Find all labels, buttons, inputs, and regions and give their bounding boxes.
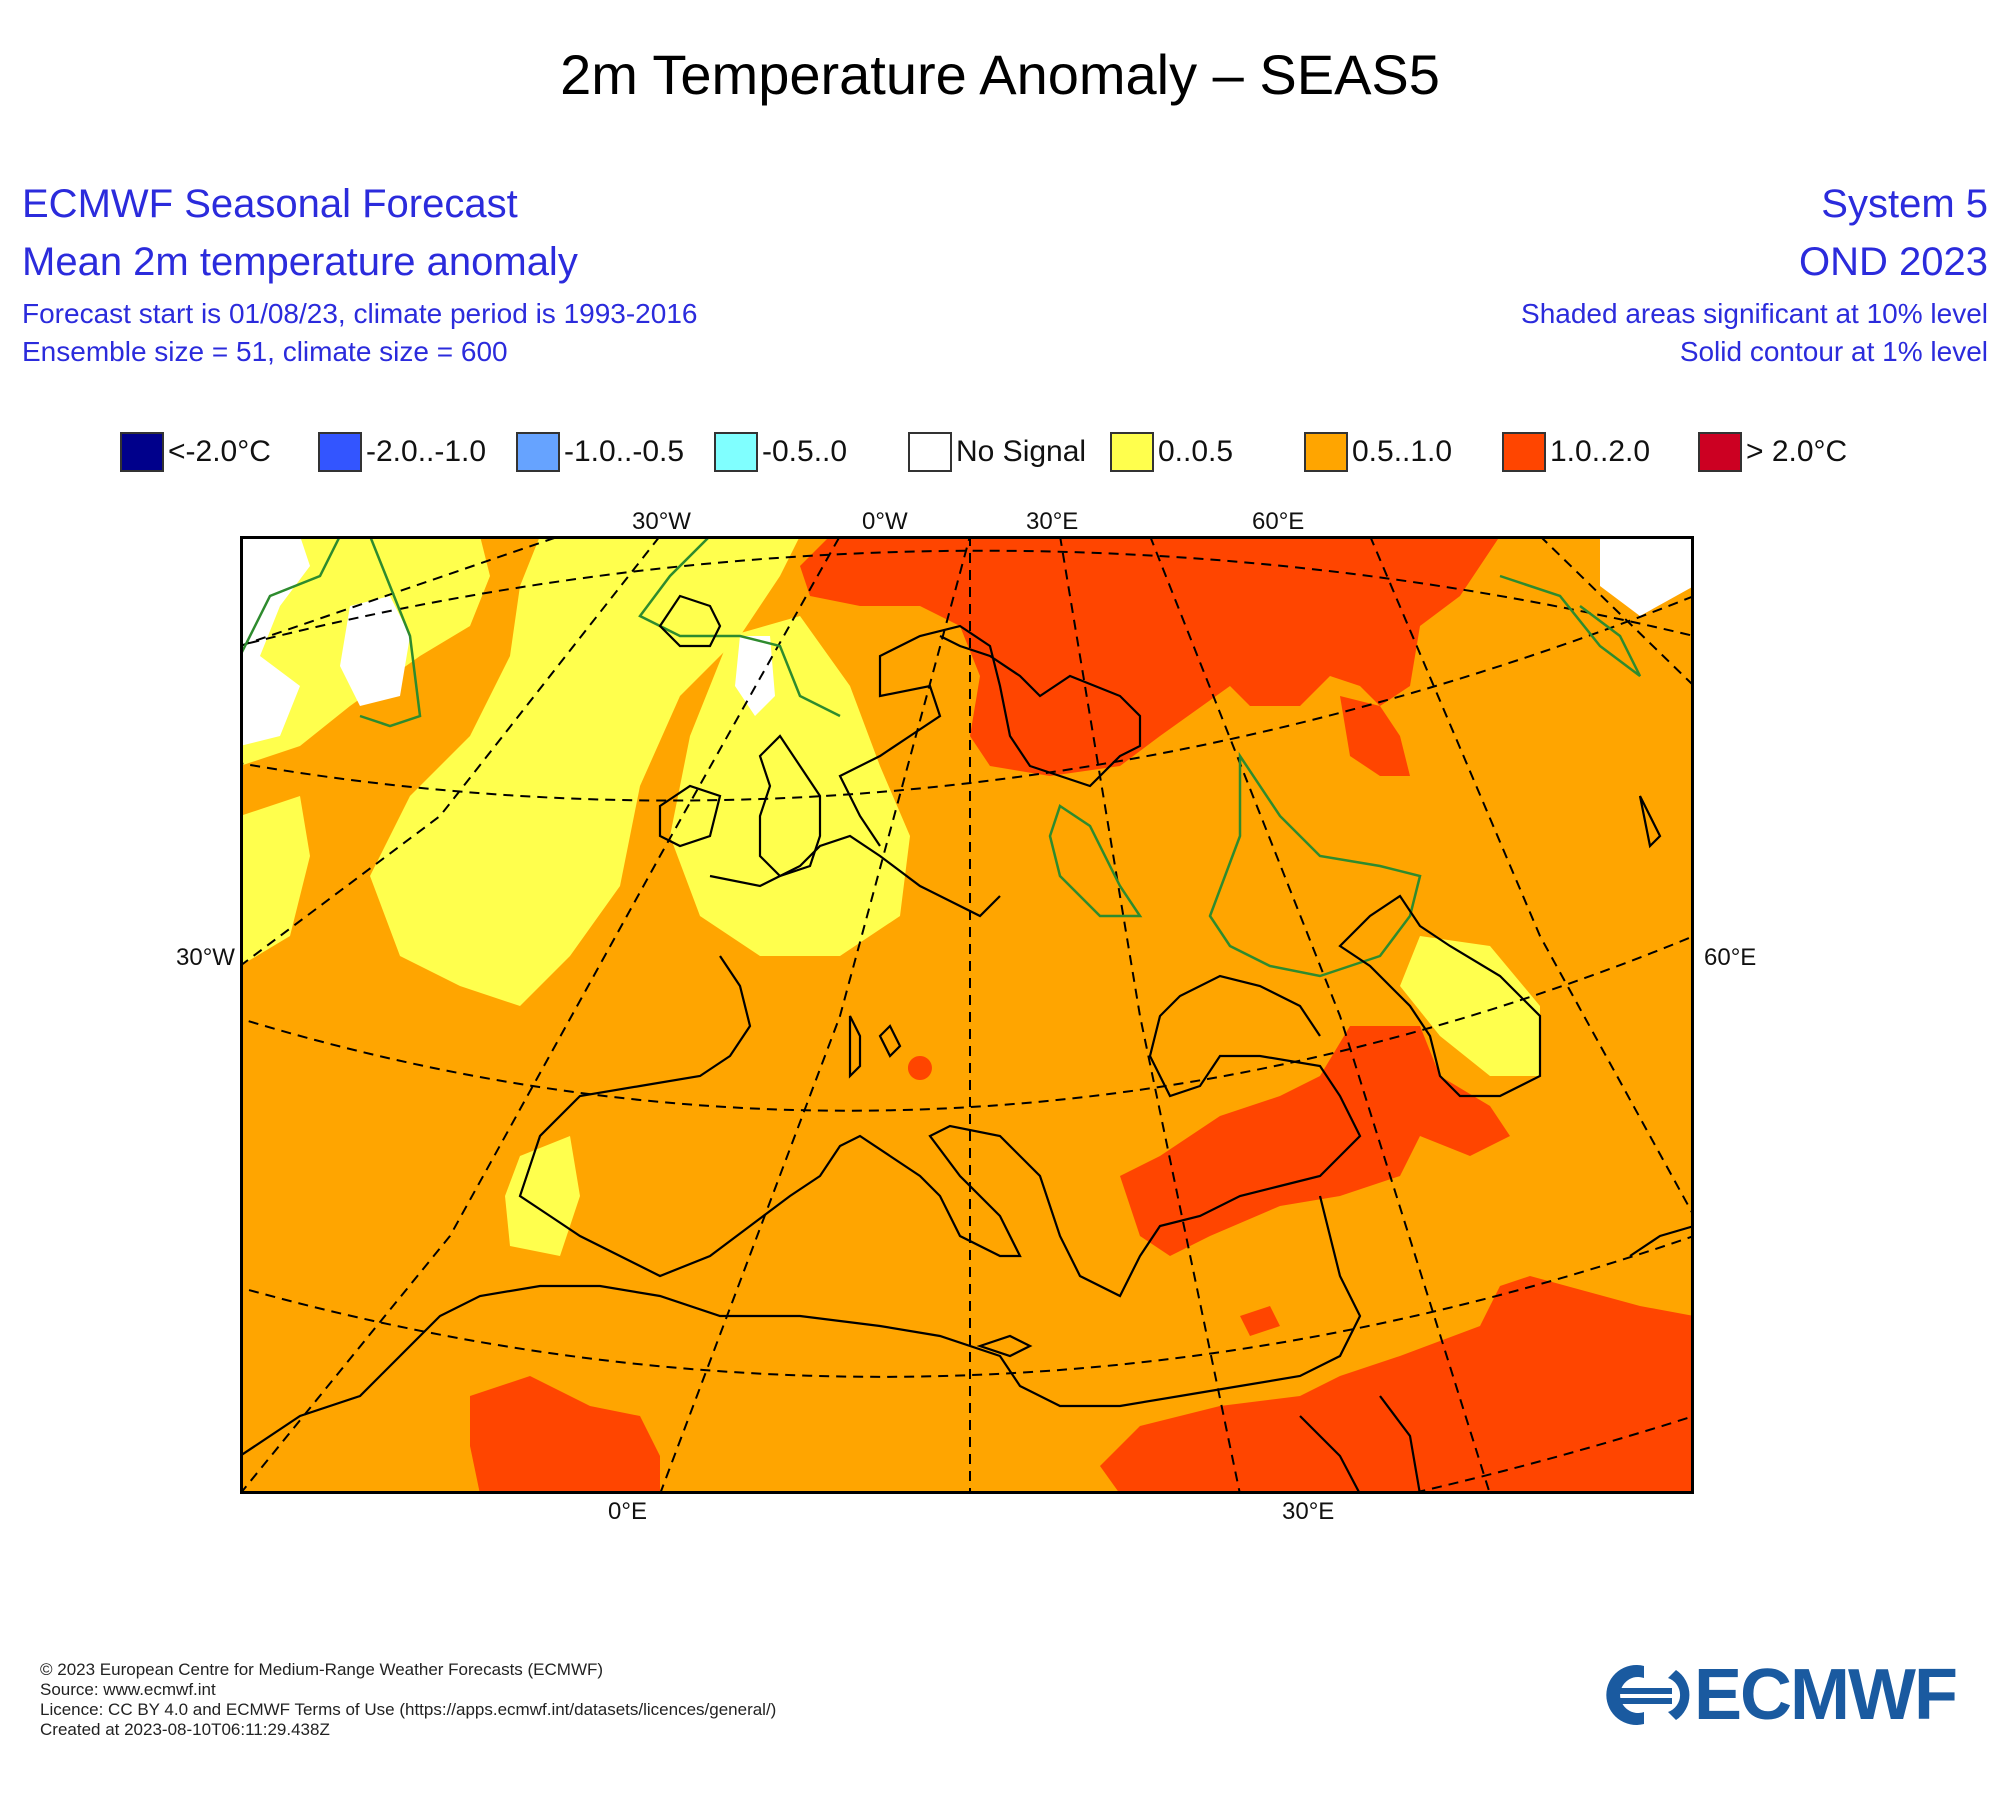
anomaly-map: [240, 536, 1694, 1494]
ecmwf-logo: ECMWF: [1596, 1655, 1976, 1735]
legend-label: -0.5..0: [762, 435, 848, 468]
ecmwf-logo-text: ECMWF: [1694, 1655, 1958, 1735]
header-contour-note: Solid contour at 1% level: [1679, 336, 1988, 367]
color-legend: <-2.0°C -2.0..-1.0 -1.0..-0.5 -0.5..0 No…: [120, 430, 1880, 480]
anomaly-mild-region: [1400, 936, 1540, 1076]
anomaly-nosignal-region: [1600, 536, 1694, 616]
tick-top-30e: 30°E: [1026, 508, 1079, 535]
legend-swatch: [1304, 432, 1348, 472]
header-variable: Mean 2m temperature anomaly: [22, 240, 578, 284]
anomaly-nosignal-region: [735, 636, 775, 716]
anomaly-mild-region: [505, 1136, 580, 1256]
anomaly-mild-region: [670, 616, 910, 956]
header-forecast-start: Forecast start is 01/08/23, climate peri…: [22, 298, 698, 329]
anomaly-warm-region: [1120, 1026, 1510, 1256]
significance-contours: [240, 536, 1642, 978]
legend-item: <-2.0°C: [120, 430, 271, 474]
legend-label: 1.0..2.0: [1550, 435, 1651, 468]
graticule: [240, 536, 1694, 1494]
legend-item: No Signal: [908, 430, 1086, 474]
legend-item: -0.5..0: [714, 430, 847, 474]
anomaly-warm-region: [1100, 1276, 1694, 1494]
footer-licence: Licence: CC BY 4.0 and ECMWF Terms of Us…: [40, 1700, 777, 1719]
legend-item: 0.5..1.0: [1304, 430, 1452, 474]
ecmwf-logo-icon: [1606, 1665, 1690, 1725]
legend-label: No Signal: [956, 435, 1087, 468]
footer-created: Created at 2023-08-10T06:11:29.438Z: [40, 1720, 330, 1739]
anomaly-warm-region: [1240, 1306, 1280, 1336]
legend-item: -1.0..-0.5: [516, 430, 684, 474]
legend-label: 0..0.5: [1158, 435, 1234, 468]
anomaly-warm-region: [470, 1376, 660, 1494]
legend-item: 0..0.5: [1110, 430, 1233, 474]
header-forecast-name: ECMWF Seasonal Forecast: [22, 182, 518, 226]
legend-label: -1.0..-0.5: [564, 435, 685, 468]
logo-mark: [1606, 1665, 1690, 1725]
header-significance: Shaded areas significant at 10% level: [1521, 298, 1988, 329]
tick-top-0w: 0°W: [862, 508, 908, 535]
legend-item: 1.0..2.0: [1502, 430, 1650, 474]
legend-label: <-2.0°C: [168, 435, 271, 468]
anomaly-nosignal-region: [240, 536, 310, 746]
legend-swatch: [318, 432, 362, 472]
header-system: System 5: [1821, 182, 1988, 226]
coastlines: [240, 594, 1694, 1494]
legend-label: > 2.0°C: [1746, 435, 1848, 468]
header-ensemble-size: Ensemble size = 51, climate size = 600: [22, 336, 508, 367]
anomaly-nosignal-region: [340, 596, 410, 706]
header-period: OND 2023: [1799, 240, 1988, 284]
tick-top-30w: 30°W: [632, 508, 691, 535]
tick-top-60e: 60°E: [1252, 508, 1305, 535]
legend-item: -2.0..-1.0: [318, 430, 486, 474]
legend-label: -2.0..-1.0: [366, 435, 487, 468]
legend-swatch: [908, 432, 952, 472]
footer-copyright: © 2023 European Centre for Medium-Range …: [40, 1660, 604, 1679]
page-title: 2m Temperature Anomaly – SEAS5: [560, 43, 1440, 106]
tick-bottom-30e: 30°E: [1282, 1498, 1335, 1525]
tick-left-30w: 30°W: [176, 944, 235, 971]
legend-swatch: [516, 432, 560, 472]
tick-bottom-0e: 0°E: [608, 1498, 647, 1525]
map-frame: [240, 536, 1694, 1494]
anomaly-warm-region: [907, 1056, 932, 1080]
legend-swatch: [1502, 432, 1546, 472]
legend-swatch: [1110, 432, 1154, 472]
footer-source: Source: www.ecmwf.int: [40, 1680, 216, 1699]
anomaly-mild-region: [370, 536, 800, 1006]
legend-item: > 2.0°C: [1698, 430, 1847, 474]
legend-swatch: [1698, 432, 1742, 472]
legend-label: 0.5..1.0: [1352, 435, 1453, 468]
anomaly-warm-region: [1340, 696, 1410, 776]
legend-swatch: [714, 432, 758, 472]
anomaly-warm-region: [800, 536, 1500, 776]
tick-right-60e: 60°E: [1704, 944, 1757, 971]
anomaly-mild-region: [240, 796, 310, 966]
legend-swatch: [120, 432, 164, 472]
